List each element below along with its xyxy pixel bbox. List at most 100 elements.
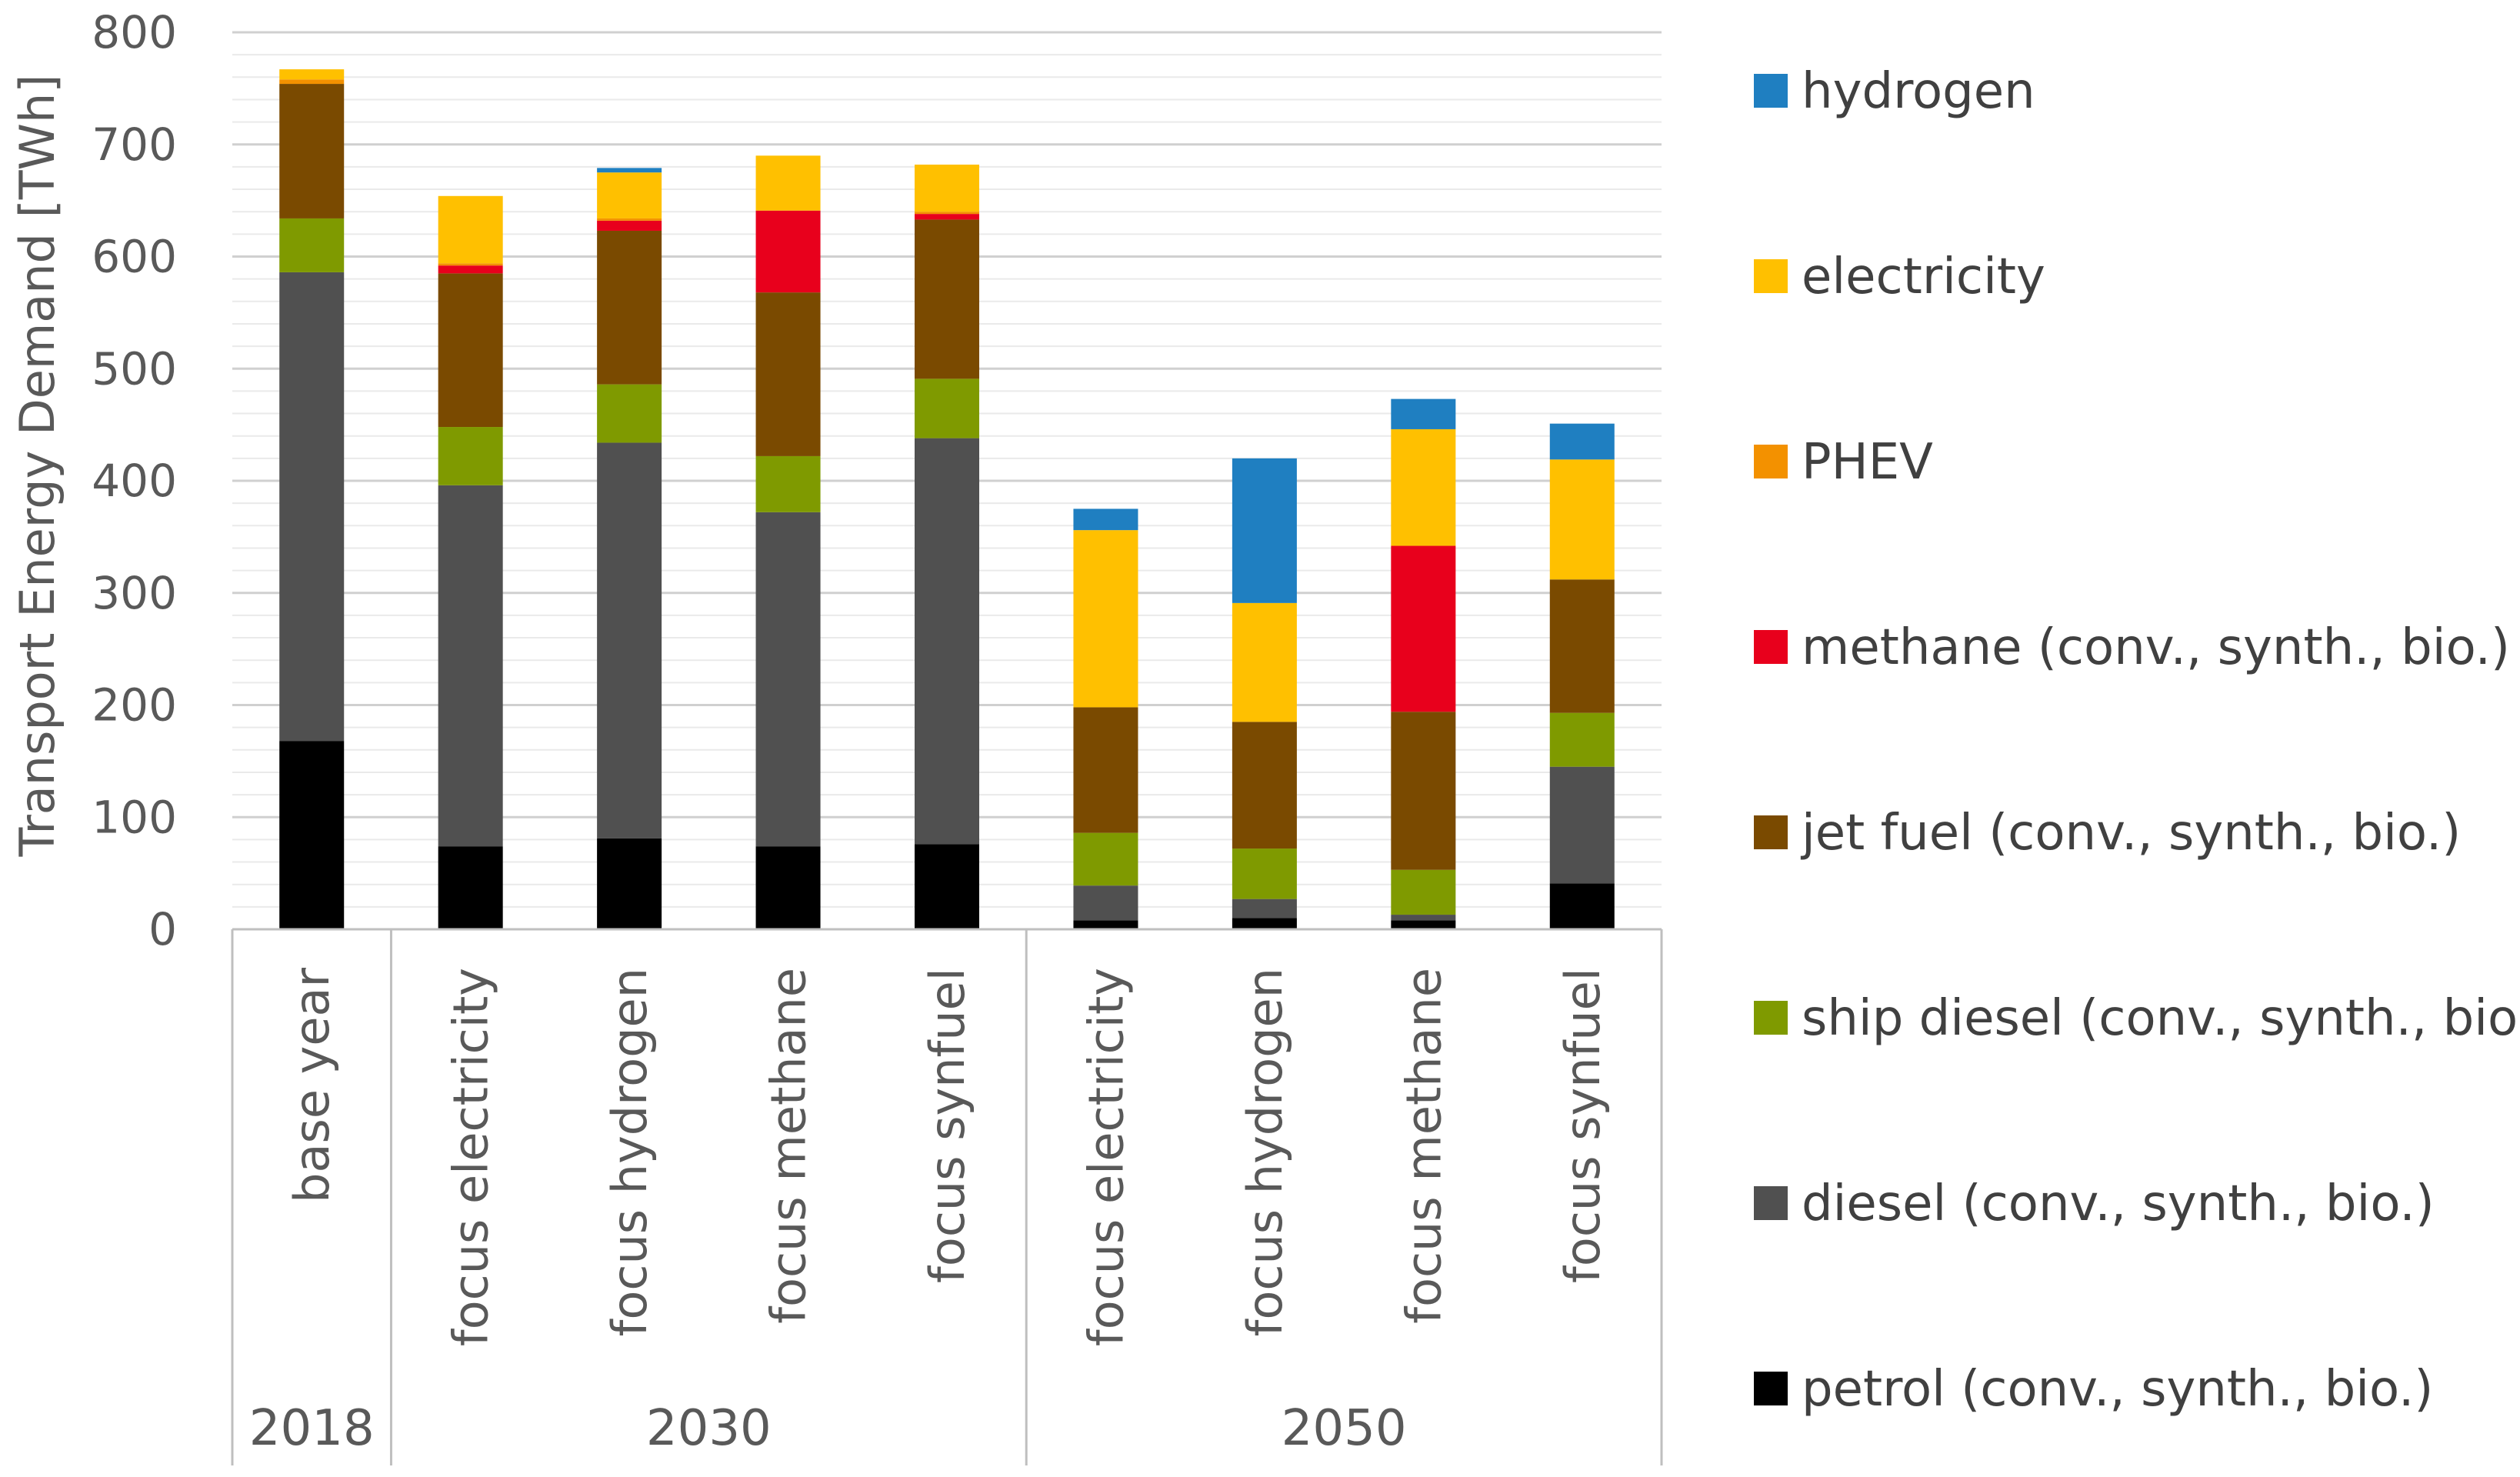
- bar-segment: [755, 512, 821, 847]
- y-tick-label: 400: [92, 455, 177, 507]
- y-tick-label: 200: [92, 679, 177, 732]
- y-tick-labels: 0 100 200 300 400 500 600 700 800: [92, 6, 177, 955]
- y-axis-label: Transport Energy Demand [TWh]: [9, 75, 65, 858]
- bar-segment: [755, 846, 821, 929]
- bar-segment: [597, 230, 662, 385]
- bar-segment: [1391, 428, 1456, 546]
- legend: hydrogen electricity PHEV methane (conv., s…: [1754, 63, 2520, 1418]
- legend-label: PHEV: [1802, 434, 1933, 491]
- y-tick-label: 700: [92, 118, 177, 171]
- bar-segment: [1232, 722, 1297, 849]
- category-label: focus electricity: [1078, 968, 1134, 1346]
- legend-swatch: [1754, 259, 1788, 293]
- legend-swatch: [1754, 630, 1788, 664]
- bar-segment: [1549, 883, 1615, 929]
- bar-segment: [438, 485, 503, 847]
- bar-segment: [1073, 508, 1138, 531]
- y-tick-label: 600: [92, 231, 177, 283]
- group-label: 2018: [249, 1400, 375, 1457]
- bars: [279, 69, 1615, 929]
- legend-label: methane (conv., synth., bio.): [1802, 619, 2510, 676]
- legend-label: hydrogen: [1802, 63, 2035, 120]
- bar-segment: [279, 69, 345, 80]
- bar-segment: [755, 455, 821, 512]
- bar-segment: [597, 218, 662, 221]
- bar-segment: [755, 210, 821, 293]
- legend-label: petrol (conv., synth., bio.): [1802, 1361, 2433, 1418]
- bar-segment: [1232, 849, 1297, 899]
- bar-segment: [915, 378, 979, 438]
- bar-segment: [279, 79, 345, 85]
- bar-segment: [1073, 707, 1138, 833]
- bar-segment: [438, 273, 503, 428]
- category-label: focus synfuel: [919, 968, 975, 1283]
- bar-segment: [915, 214, 979, 220]
- bar-segment: [1232, 918, 1297, 929]
- bar-segment: [279, 741, 345, 929]
- bar-segment: [915, 164, 979, 212]
- bar-segment: [1073, 832, 1138, 886]
- y-tick-label: 100: [92, 791, 177, 843]
- bar-segment: [1073, 530, 1138, 708]
- bar-segment: [1549, 459, 1615, 580]
- bar-segment: [438, 265, 503, 274]
- bar-segment: [597, 172, 662, 218]
- category-label: focus electricity: [443, 968, 499, 1346]
- bar-segment: [1549, 766, 1615, 884]
- bar-segment: [438, 427, 503, 485]
- legend-label: jet fuel (conv., synth., bio.): [1800, 805, 2461, 862]
- bar-segment: [915, 219, 979, 379]
- axes: [231, 928, 1663, 1465]
- group-label: 2030: [646, 1400, 772, 1457]
- bar-segment: [597, 220, 662, 231]
- bar-segment: [597, 838, 662, 929]
- category-label: focus synfuel: [1555, 968, 1611, 1283]
- legend-swatch: [1754, 74, 1788, 108]
- bar-segment: [915, 844, 979, 929]
- bar-segment: [597, 168, 662, 173]
- y-tick-label: 300: [92, 567, 177, 619]
- bar-segment: [1391, 915, 1456, 921]
- bar-segment: [438, 263, 503, 266]
- bar-segment: [1549, 423, 1615, 460]
- bar-segment: [1391, 712, 1456, 870]
- bar-segment: [1232, 602, 1297, 722]
- bar-segment: [279, 218, 345, 272]
- category-label: focus methane: [1395, 968, 1452, 1324]
- legend-swatch: [1754, 815, 1788, 849]
- bar-segment: [279, 272, 345, 742]
- bar-segment: [279, 84, 345, 218]
- bar-segment: [438, 846, 503, 929]
- legend-swatch: [1754, 1001, 1788, 1035]
- legend-swatch: [1754, 1186, 1788, 1220]
- bar-segment: [438, 195, 503, 264]
- legend-label: electricity: [1802, 248, 2045, 305]
- legend-label: diesel (conv., synth., bio.): [1802, 1175, 2435, 1232]
- bar-segment: [915, 212, 979, 215]
- y-tick-label: 0: [148, 903, 177, 955]
- legend-swatch: [1754, 1372, 1788, 1405]
- category-label: focus methane: [761, 968, 817, 1324]
- group-labels: 2018 2030 2050: [249, 1400, 1407, 1457]
- bar-segment: [1549, 712, 1615, 767]
- group-label: 2050: [1282, 1400, 1407, 1457]
- bar-segment: [597, 442, 662, 839]
- category-label: focus hydrogen: [1237, 968, 1293, 1336]
- bar-segment: [1073, 885, 1138, 921]
- bar-segment: [1391, 869, 1456, 915]
- legend-swatch: [1754, 445, 1788, 478]
- legend-label: ship diesel (conv., synth., bio.): [1802, 990, 2520, 1047]
- bar-segment: [915, 438, 979, 845]
- bar-segment: [1232, 899, 1297, 919]
- bar-segment: [1073, 920, 1138, 929]
- category-label: focus hydrogen: [602, 968, 658, 1336]
- category-label: base year: [284, 967, 340, 1202]
- bar-segment: [1232, 458, 1297, 603]
- category-labels: base year focus electricity focus hydrogen…: [284, 967, 1611, 1346]
- bar-segment: [755, 292, 821, 456]
- bar-segment: [1391, 398, 1456, 429]
- y-tick-label: 500: [92, 342, 177, 395]
- bar-segment: [597, 384, 662, 443]
- bar-segment: [1549, 579, 1615, 713]
